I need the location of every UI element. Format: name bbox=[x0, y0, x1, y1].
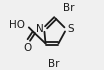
Text: Br: Br bbox=[63, 3, 75, 13]
Text: S: S bbox=[67, 24, 74, 34]
Text: N: N bbox=[36, 24, 44, 34]
Text: Br: Br bbox=[48, 59, 59, 69]
Text: HO: HO bbox=[9, 20, 25, 30]
Text: O: O bbox=[23, 43, 32, 53]
